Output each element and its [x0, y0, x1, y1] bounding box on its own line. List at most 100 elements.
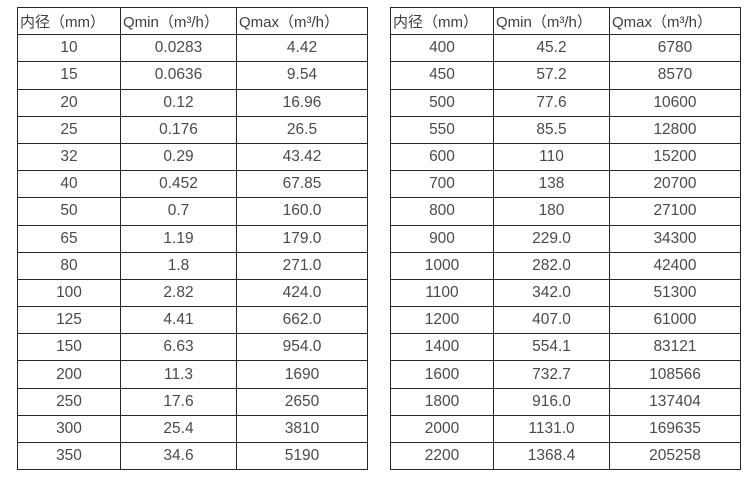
cell: 424.0	[236, 278, 368, 308]
cell: 110	[493, 142, 610, 172]
cell: 10	[17, 34, 121, 63]
table-row: 600 110 15200	[390, 142, 741, 172]
cell: 108566	[609, 360, 741, 389]
cell: 67.85	[236, 170, 368, 199]
cell: 250	[17, 387, 121, 416]
column-header: Qmax（m³/h）	[236, 6, 368, 36]
cell: 34300	[609, 224, 741, 253]
cell: 0.452	[120, 170, 237, 199]
table-row: 2000 1131.0 169635	[390, 414, 741, 444]
cell: 1100	[390, 278, 494, 308]
cell: 1.19	[120, 224, 237, 253]
table-row: 32 0.29 43.42	[17, 142, 368, 172]
cell: 350	[17, 441, 121, 471]
cell: 32	[17, 142, 121, 172]
column-header: Qmin（m³/h）	[493, 6, 610, 36]
cell: 150	[17, 333, 121, 362]
column-header: 内径（mm）	[17, 6, 121, 36]
cell: 43.42	[236, 142, 368, 172]
cell: 4.41	[120, 306, 237, 335]
cell: 0.12	[120, 88, 237, 117]
cell: 1690	[236, 360, 368, 389]
cell: 0.176	[120, 115, 237, 144]
table-row: 25 0.176 26.5	[17, 115, 368, 144]
cell: 137404	[609, 387, 741, 416]
column-header: Qmin（m³/h）	[120, 6, 237, 36]
cell: 6780	[609, 34, 741, 63]
table-row: 40 0.452 67.85	[17, 170, 368, 199]
cell: 1600	[390, 360, 494, 389]
cell: 27100	[609, 197, 741, 226]
cell: 20	[17, 88, 121, 117]
cell: 77.6	[493, 88, 610, 117]
cell: 15	[17, 61, 121, 90]
cell: 300	[17, 414, 121, 444]
cell: 1000	[390, 251, 494, 280]
cell: 61000	[609, 306, 741, 335]
cell: 80	[17, 251, 121, 280]
cell: 282.0	[493, 251, 610, 280]
table-row: 1200 407.0 61000	[390, 306, 741, 335]
cell: 9.54	[236, 61, 368, 90]
header-row: 内径（mm） Qmin（m³/h） Qmax（m³/h）	[390, 6, 741, 36]
table-row: 300 25.4 3810	[17, 414, 368, 444]
table-row: 100 2.82 424.0	[17, 278, 368, 308]
cell: 85.5	[493, 115, 610, 144]
cell: 450	[390, 61, 494, 90]
cell: 3810	[236, 414, 368, 444]
cell: 17.6	[120, 387, 237, 416]
table-row: 65 1.19 179.0	[17, 224, 368, 253]
table-row: 350 34.6 5190	[17, 441, 368, 471]
cell: 1200	[390, 306, 494, 335]
cell: 954.0	[236, 333, 368, 362]
table-row: 2200 1368.4 205258	[390, 441, 741, 471]
cell: 57.2	[493, 61, 610, 90]
cell: 800	[390, 197, 494, 226]
cell: 25	[17, 115, 121, 144]
flow-table-small-diameters: 内径（mm） Qmin（m³/h） Qmax（m³/h） 10 0.0283 4.42 15…	[17, 6, 368, 471]
cell: 900	[390, 224, 494, 253]
cell: 42400	[609, 251, 741, 280]
cell: 40	[17, 170, 121, 199]
cell: 1.8	[120, 251, 237, 280]
cell: 271.0	[236, 251, 368, 280]
table-row: 900 229.0 34300	[390, 224, 741, 253]
cell: 180	[493, 197, 610, 226]
cell: 4.42	[236, 34, 368, 63]
cell: 600	[390, 142, 494, 172]
cell: 732.7	[493, 360, 610, 389]
cell: 1131.0	[493, 414, 610, 444]
cell: 407.0	[493, 306, 610, 335]
cell: 2000	[390, 414, 494, 444]
cell: 200	[17, 360, 121, 389]
table-row: 15 0.0636 9.54	[17, 61, 368, 90]
table-row: 200 11.3 1690	[17, 360, 368, 389]
table-row: 1800 916.0 137404	[390, 387, 741, 416]
table-row: 550 85.5 12800	[390, 115, 741, 144]
column-header: 内径（mm）	[390, 6, 494, 36]
cell: 5190	[236, 441, 368, 471]
table-row: 80 1.8 271.0	[17, 251, 368, 280]
table-row: 1000 282.0 42400	[390, 251, 741, 280]
table-row: 250 17.6 2650	[17, 387, 368, 416]
flow-table-large-diameters: 内径（mm） Qmin（m³/h） Qmax（m³/h） 400 45.2 6780 450…	[390, 6, 741, 471]
table-row: 1400 554.1 83121	[390, 333, 741, 362]
cell: 2.82	[120, 278, 237, 308]
cell: 0.0283	[120, 34, 237, 63]
cell: 100	[17, 278, 121, 308]
cell: 160.0	[236, 197, 368, 226]
cell: 400	[390, 34, 494, 63]
cell: 11.3	[120, 360, 237, 389]
table-row: 50 0.7 160.0	[17, 197, 368, 226]
table-row: 150 6.63 954.0	[17, 333, 368, 362]
cell: 34.6	[120, 441, 237, 471]
table-row: 800 180 27100	[390, 197, 741, 226]
cell: 12800	[609, 115, 741, 144]
table-row: 20 0.12 16.96	[17, 88, 368, 117]
cell: 0.29	[120, 142, 237, 172]
cell: 125	[17, 306, 121, 335]
cell: 169635	[609, 414, 741, 444]
cell: 2200	[390, 441, 494, 471]
cell: 51300	[609, 278, 741, 308]
table-row: 10 0.0283 4.42	[17, 34, 368, 63]
